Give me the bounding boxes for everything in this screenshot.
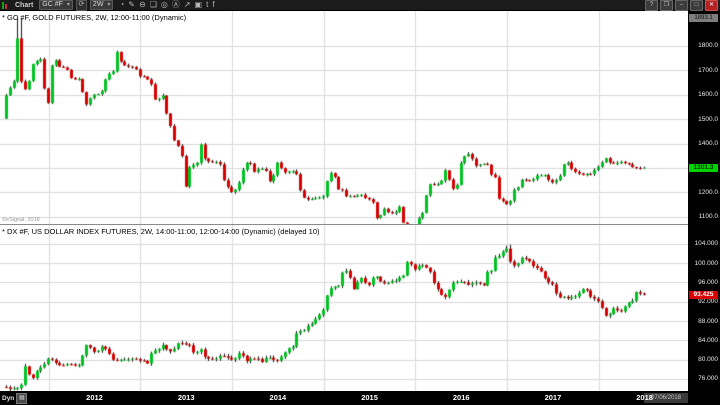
year-axis-label: 2013 xyxy=(177,393,195,402)
price-axis[interactable]: 1893.1 1301.3 93.425 1800.0 1700.0 1600.0 1… xyxy=(688,11,720,405)
year-axis-label: 2014 xyxy=(269,393,287,402)
dyn-mode-icon: ▦ xyxy=(16,393,28,404)
dynamic-mode-control[interactable]: Dyn ▦ xyxy=(2,393,28,404)
esignal-watermark: ©eSignal, 2018 xyxy=(2,217,40,223)
price-axis-label: 1100.0 xyxy=(698,213,718,221)
year-axis-label: 2017 xyxy=(544,393,562,402)
interval-dropdown[interactable]: 2W ▾ xyxy=(89,0,114,10)
price-axis-label: 92.000 xyxy=(698,298,718,306)
chart-tab[interactable]: Chart xyxy=(15,1,34,9)
price-axis-label: 100.000 xyxy=(694,259,719,267)
interval-dropdown-value: 2W xyxy=(92,1,104,8)
gold-panel-title: * GC #F, GOLD FUTURES, 2W, 12:00-11:00 (… xyxy=(2,13,187,22)
chat-window-icon[interactable]: ▣ xyxy=(194,0,203,9)
gold-candlestick-chart[interactable] xyxy=(0,11,688,224)
chevron-down-icon: ▾ xyxy=(107,2,111,8)
quote-bubble-icon[interactable]: ❏ xyxy=(149,0,157,9)
dollar-index-candlestick-chart[interactable] xyxy=(0,225,688,391)
circled-a-icon[interactable]: Ⓐ xyxy=(171,0,180,9)
year-axis-label: 2015 xyxy=(361,393,378,402)
price-axis-label: 84.000 xyxy=(698,336,718,344)
price-axis-label: 88.000 xyxy=(698,317,718,325)
price-axis-label: 1700.0 xyxy=(698,66,718,74)
close-button[interactable]: ✕ xyxy=(705,0,718,11)
price-axis-label: 1600.0 xyxy=(698,91,718,99)
last-bar-date-label: 07/06/2018 xyxy=(644,393,688,403)
dynamic-mode-label: Dyn xyxy=(2,395,15,402)
maximize-button[interactable]: □ xyxy=(690,0,703,11)
facebook-icon[interactable]: f xyxy=(212,0,215,9)
draw-pencil-icon[interactable]: ✎ xyxy=(128,0,135,9)
price-axis-label: 104.000 xyxy=(694,240,719,248)
year-axis-label: 2012 xyxy=(86,393,103,402)
chevron-down-icon: ▾ xyxy=(66,2,70,8)
window-controls: ? ❐ – □ ✕ xyxy=(645,0,718,11)
symbol-dropdown[interactable]: GC #F ▾ xyxy=(39,0,73,10)
restore-button[interactable]: ❐ xyxy=(660,0,673,11)
chart-toolbar: Chart GC #F ▾ ⟳ 2W ▾ ◔ ✎ ⊖ ❏ ◎ Ⓐ ↗ ▣ t f ? ❐ – □ ✕ xyxy=(0,0,720,11)
price-axis-label: 1200.0 xyxy=(698,188,718,196)
dollar-last-price-tag: 93.425 xyxy=(689,290,718,299)
help-button[interactable]: ? xyxy=(645,0,658,11)
year-axis-label: 2018 xyxy=(636,393,653,402)
price-axis-label: 96.000 xyxy=(698,278,718,286)
symbol-search-button[interactable]: ⟳ xyxy=(75,0,87,11)
twitter-icon[interactable]: t xyxy=(206,0,209,9)
share-arrow-icon[interactable]: ↗ xyxy=(183,0,191,9)
symbol-dropdown-value: GC #F xyxy=(42,1,63,8)
toolbar-icon-row: ◔ ✎ ⊖ ❏ ◎ Ⓐ ↗ ▣ t f xyxy=(119,0,214,10)
circled-o-icon[interactable]: ◎ xyxy=(160,0,168,9)
axis-high-label: 1893.1 xyxy=(689,14,718,22)
price-axis-label: 1500.0 xyxy=(698,115,718,123)
app-logo-icon xyxy=(2,1,9,9)
gold-last-price-tag: 1301.3 xyxy=(689,163,718,172)
time-axis[interactable]: Dyn ▦ 07/06/2018 2012 2013 2014 2015 2016 201… xyxy=(0,391,720,405)
panel-divider[interactable] xyxy=(0,224,688,225)
dollar-panel-title: * DX #F, US DOLLAR INDEX FUTURES, 2W, 14… xyxy=(2,227,320,236)
remove-comment-icon[interactable]: ⊖ xyxy=(138,0,146,9)
price-axis-label: 80.000 xyxy=(698,356,718,364)
price-axis-label: 76.000 xyxy=(698,375,718,383)
price-axis-label: 1800.0 xyxy=(698,42,718,50)
time-frame-icon[interactable]: ◔ xyxy=(119,0,125,9)
price-axis-label: 1400.0 xyxy=(698,140,718,148)
minimize-button[interactable]: – xyxy=(675,0,688,11)
year-axis-label: 2016 xyxy=(452,393,470,402)
